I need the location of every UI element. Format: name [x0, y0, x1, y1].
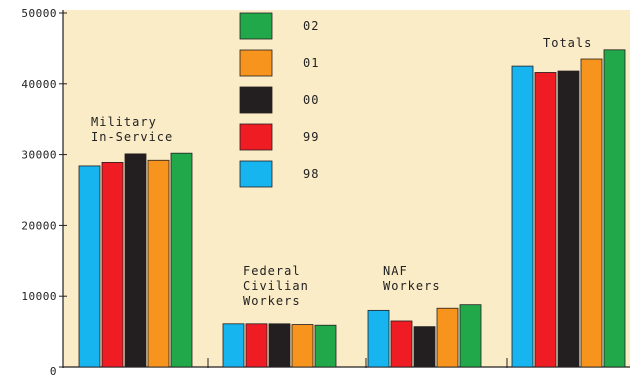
- category-label: In-Service: [91, 130, 173, 144]
- bar-00-group-1: [124, 153, 147, 368]
- bar-01-group-1: [147, 159, 170, 368]
- y-tick-label: 0: [50, 365, 57, 375]
- bar-00-group-3: [413, 326, 436, 368]
- y-tick-label: 30000: [21, 149, 57, 162]
- bar-99-group-2: [245, 323, 268, 368]
- legend-label-02: 02: [303, 19, 319, 33]
- category-label: Federal: [243, 264, 301, 278]
- bar-00-group-4: [557, 70, 580, 368]
- legend: 02 01 00 99 98: [239, 12, 319, 188]
- bar-99-group-1: [101, 161, 124, 368]
- y-tick-label: 20000: [21, 219, 57, 232]
- bar-01-group-4: [580, 58, 603, 368]
- legend-swatch-99: [239, 123, 273, 151]
- y-tick-label: 50000: [21, 7, 57, 20]
- legend-label-99: 99: [303, 130, 319, 144]
- category-label: Workers: [243, 294, 301, 308]
- legend-label-00: 00: [303, 93, 319, 107]
- legend-swatch-01: [239, 49, 273, 77]
- bar-99-group-4: [534, 72, 557, 368]
- category-label: Civilian: [243, 279, 309, 293]
- bar-01-group-3: [436, 307, 459, 368]
- bar-98-group-3: [367, 309, 390, 368]
- bar-02-group-2: [314, 324, 337, 368]
- category-label: Military: [91, 115, 157, 129]
- bar-00-group-2: [268, 323, 291, 368]
- bar-02-group-4: [603, 49, 626, 368]
- category-label: NAF: [383, 264, 408, 278]
- y-tick-label: 10000: [21, 290, 57, 303]
- group-labels: MilitaryIn-ServiceFederalCivilianWorkers…: [91, 36, 592, 308]
- legend-label-01: 01: [303, 56, 319, 70]
- category-label: Workers: [383, 279, 441, 293]
- bar-02-group-3: [459, 304, 482, 368]
- legend-label-98: 98: [303, 167, 319, 181]
- bar-98-group-1: [78, 165, 101, 368]
- bar-01-group-2: [291, 324, 314, 368]
- legend-swatch-02: [239, 12, 273, 40]
- bar-99-group-3: [390, 320, 413, 368]
- bars: [78, 49, 626, 368]
- legend-swatch-98: [239, 160, 273, 188]
- axes: 0 10000 20000 30000 40000 50000: [21, 7, 630, 375]
- y-tick-label: 40000: [21, 78, 57, 91]
- category-label: Totals: [543, 36, 592, 50]
- bar-02-group-1: [170, 152, 193, 368]
- legend-swatch-00: [239, 86, 273, 114]
- bar-98-group-2: [222, 323, 245, 368]
- bar-98-group-4: [511, 65, 534, 368]
